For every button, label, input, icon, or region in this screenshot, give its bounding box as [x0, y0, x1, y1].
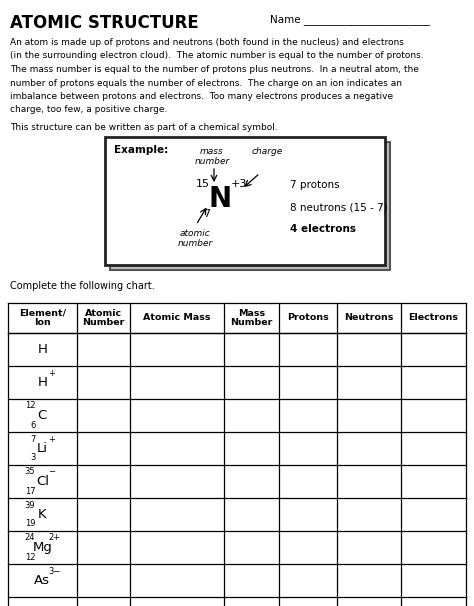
Text: C: C [38, 409, 47, 422]
Text: (in the surrounding electron cloud).  The atomic number is equal to the number o: (in the surrounding electron cloud). The… [10, 52, 424, 61]
Text: Atomic
Number: Atomic Number [82, 308, 125, 327]
Bar [105, 137, 385, 265]
Text: 7: 7 [30, 435, 36, 444]
Text: +: + [48, 435, 55, 444]
Text: Element/
Ion: Element/ Ion [19, 308, 66, 327]
Text: H: H [37, 343, 47, 356]
Text: 7: 7 [203, 209, 210, 219]
Text: mass
number: mass number [194, 147, 229, 167]
Text: Name ________________________: Name ________________________ [270, 14, 430, 25]
Text: ATOMIC STRUCTURE: ATOMIC STRUCTURE [10, 14, 199, 32]
Text: 4 electrons: 4 electrons [290, 224, 356, 234]
Text: 35: 35 [25, 467, 36, 476]
Text: number of protons equals the number of electrons.  The charge on an ion indicate: number of protons equals the number of e… [10, 79, 402, 87]
Text: 3: 3 [30, 453, 36, 462]
Text: Li: Li [37, 442, 48, 455]
Text: 3−: 3− [48, 567, 61, 576]
Text: 39: 39 [25, 501, 36, 510]
Text: N: N [209, 185, 232, 213]
Text: 12: 12 [25, 402, 36, 410]
Bar [110, 142, 390, 270]
Text: Example:: Example: [114, 145, 168, 155]
Text: Protons: Protons [287, 313, 329, 322]
Text: K: K [38, 508, 46, 521]
Text: The mass number is equal to the number of protons plus neutrons.  In a neutral a: The mass number is equal to the number o… [10, 65, 419, 74]
Text: Mg: Mg [32, 541, 52, 554]
Text: 15: 15 [196, 179, 210, 189]
Text: Electrons: Electrons [409, 313, 458, 322]
Text: Complete the following chart.: Complete the following chart. [10, 281, 155, 291]
Text: 24: 24 [25, 533, 36, 542]
Text: 12: 12 [25, 553, 36, 562]
Text: 17: 17 [25, 487, 36, 496]
Text: As: As [34, 574, 50, 587]
Text: charge: charge [252, 147, 283, 156]
Text: Mass
Number: Mass Number [230, 308, 273, 327]
Text: 8 neutrons (15 - 7): 8 neutrons (15 - 7) [290, 202, 388, 212]
Text: +3: +3 [231, 179, 247, 189]
Text: 2+: 2+ [48, 533, 61, 542]
Text: H: H [37, 376, 47, 389]
Text: 19: 19 [25, 519, 36, 528]
Text: This structure can be written as part of a chemical symbol.: This structure can be written as part of… [10, 123, 278, 132]
Text: +: + [48, 368, 55, 378]
Text: atomic
number: atomic number [177, 229, 213, 248]
Text: 6: 6 [30, 421, 36, 430]
Text: −: − [48, 467, 55, 476]
Text: Atomic Mass: Atomic Mass [144, 313, 211, 322]
Text: 7 protons: 7 protons [290, 180, 340, 190]
Text: imbalance between protons and electrons.  Too many electrons produces a negative: imbalance between protons and electrons.… [10, 92, 393, 101]
Text: An atom is made up of protons and neutrons (both found in the nucleus) and elect: An atom is made up of protons and neutro… [10, 38, 404, 47]
Text: charge, too few, a positive charge.: charge, too few, a positive charge. [10, 105, 167, 115]
Text: Cl: Cl [36, 475, 49, 488]
Text: Neutrons: Neutrons [345, 313, 394, 322]
